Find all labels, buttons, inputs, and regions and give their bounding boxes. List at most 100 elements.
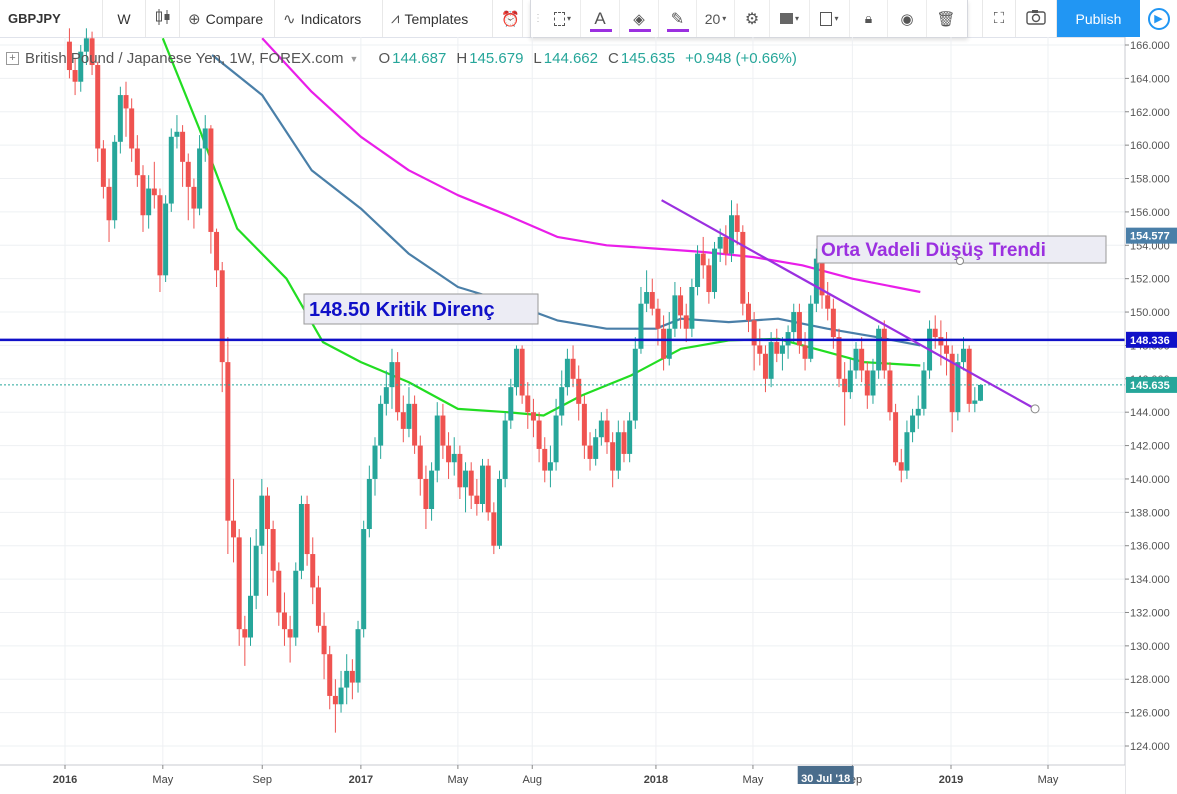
candle: [332, 679, 338, 733]
moving-average-1[interactable]: [211, 54, 921, 347]
legend-title[interactable]: British Pound / Japanese Yen, 1W, FOREX.…: [25, 50, 344, 67]
chevron-down-icon: ▾: [722, 14, 727, 23]
candle: [378, 395, 384, 459]
compare-label: Compare: [205, 10, 264, 27]
alert-button[interactable]: ⏰: [493, 0, 523, 37]
candle-body: [480, 465, 486, 504]
candle: [157, 188, 163, 293]
publish-button[interactable]: Publish: [1057, 0, 1140, 37]
candle: [485, 458, 491, 521]
annotation-anchor-handle[interactable]: [956, 257, 964, 265]
candle: [745, 292, 751, 333]
moving-average-0[interactable]: [161, 37, 921, 417]
candle-body: [898, 462, 904, 471]
candle-body: [395, 362, 401, 413]
compare-button[interactable]: ⊕ Compare: [180, 0, 275, 37]
candle: [632, 337, 638, 429]
eye-icon: ◉: [900, 10, 914, 28]
drawing-style-button[interactable]: ▾: [545, 0, 581, 37]
candle-body: [853, 348, 859, 371]
candle: [146, 175, 152, 229]
drag-handle[interactable]: ⋮: [531, 0, 545, 37]
interval-button[interactable]: W: [103, 0, 146, 37]
replay-button[interactable]: ▶: [1140, 0, 1177, 37]
price-label-text: 145.635: [1130, 380, 1170, 392]
trend-line[interactable]: [661, 199, 1036, 410]
chart-type-button[interactable]: [146, 0, 180, 37]
trend-line-handle[interactable]: [1030, 404, 1040, 414]
candle: [89, 31, 95, 76]
trend-annotation[interactable]: Orta Vadeli Düşüş Trendi: [816, 235, 1107, 264]
text-color-icon: A: [594, 8, 606, 28]
candle: [762, 345, 768, 393]
candle-body: [338, 687, 344, 705]
candle-body: [406, 403, 412, 429]
candle: [225, 337, 231, 555]
candle: [530, 398, 536, 438]
candle-body: [344, 670, 350, 688]
candle-body: [932, 328, 938, 338]
price-tick-label: 130.000: [1130, 641, 1170, 653]
candle: [853, 342, 859, 379]
delete-button[interactable]: 🗑︎: [927, 0, 965, 37]
time-axis[interactable]: 2016MaySep2017MayAug2018MaySep2019May30 …: [0, 764, 1125, 794]
snapshot-button[interactable]: [1016, 0, 1057, 37]
indicators-label: Indicators: [300, 10, 362, 27]
candle: [859, 337, 865, 383]
lock-button[interactable]: 🔒︎: [850, 0, 888, 37]
candle-body: [729, 215, 734, 254]
symbol-search-button[interactable]: GBPJPY: [0, 0, 103, 37]
candle-body: [961, 348, 967, 363]
fill-color-button[interactable]: ◈: [620, 0, 659, 37]
candle: [785, 325, 791, 359]
template-button[interactable]: ▾: [770, 0, 810, 37]
candle: [519, 345, 525, 404]
border-color-button[interactable]: ✎: [659, 0, 697, 37]
candle: [610, 432, 616, 488]
candle-body: [706, 265, 712, 293]
candle-body: [689, 287, 695, 329]
candle: [898, 448, 904, 483]
candle-body: [355, 629, 361, 683]
candle: [412, 395, 418, 454]
candle-body: [83, 38, 89, 52]
text-color-button[interactable]: A: [581, 0, 620, 37]
resistance-annotation[interactable]: 148.50 Kritik Direnç: [303, 293, 539, 325]
candle-body: [723, 236, 729, 254]
candle: [678, 287, 684, 329]
price-axis[interactable]: 166.000 164.000 162.000 160.000 158.000 156.0…: [1124, 37, 1177, 794]
candle-body: [757, 345, 763, 354]
candle: [293, 562, 299, 646]
time-tick-label: Aug: [522, 774, 542, 786]
border-color-swatch: [667, 29, 689, 32]
dashed-square-icon: [554, 11, 565, 26]
candle: [197, 135, 203, 216]
candle-body: [95, 65, 101, 149]
candle: [723, 225, 729, 266]
candle: [638, 287, 644, 354]
candle-body: [796, 312, 802, 346]
templates-button[interactable]: ⩘ Templates: [383, 0, 493, 37]
expand-legend-icon[interactable]: +: [6, 52, 19, 65]
candle: [825, 282, 831, 321]
candle-body: [598, 420, 604, 438]
close-label: C: [608, 50, 619, 67]
price-tick-label: 162.000: [1130, 107, 1170, 119]
candle-body: [825, 295, 831, 309]
fullscreen-button[interactable]: ⛶: [982, 0, 1016, 37]
settings-button[interactable]: ⚙: [735, 0, 770, 37]
candle: [932, 315, 938, 349]
low-value: 144.662: [543, 50, 598, 67]
legend-dropdown-icon[interactable]: ▼: [349, 53, 359, 64]
moving-average-2[interactable]: [261, 37, 921, 294]
font-size-dropdown[interactable]: 20 ▾: [697, 0, 735, 37]
candle-body: [859, 348, 865, 371]
hide-button[interactable]: ◉: [888, 0, 927, 37]
clone-button[interactable]: ▾: [810, 0, 850, 37]
chevron-down-icon: ▾: [834, 14, 839, 23]
indicators-button[interactable]: ∿ Indicators: [275, 0, 383, 37]
candle: [214, 228, 220, 288]
candle-body: [225, 362, 231, 521]
candle-body: [836, 337, 842, 379]
